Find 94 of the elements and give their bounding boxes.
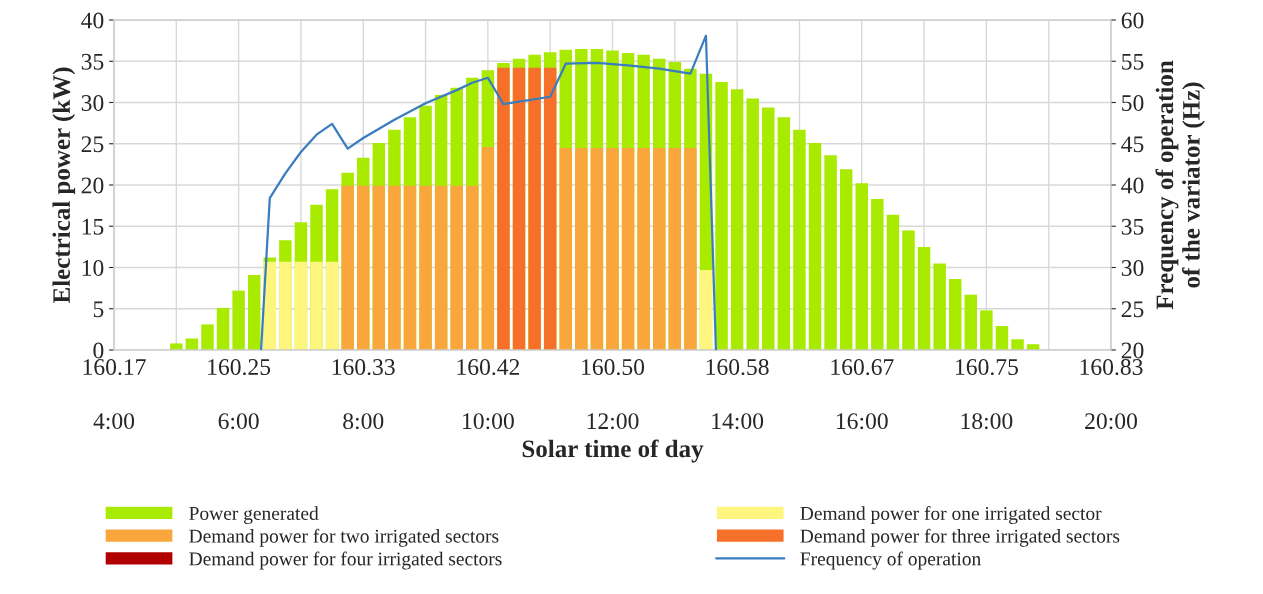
y2-tick-label: 30 [1121,259,1144,276]
bar [590,147,604,350]
y-tick-label: 30 [81,94,104,111]
y-axis-title: Electrical power (kW) [52,67,76,304]
y-tick-label: 20 [81,177,104,194]
bar [964,294,978,350]
x-tick-label: 20:00 [1085,413,1137,430]
bar [310,261,323,350]
bar [201,324,214,350]
x2-tick-label: 160.58 [706,359,769,376]
y2-axis-title: Frequency of operation of the variator (Hz) [1155,60,1205,310]
y2-tick-label: 25 [1121,301,1144,318]
bar [247,274,261,350]
bar [746,98,759,350]
bar [777,117,791,350]
bar [839,169,853,350]
x2-tick-label: 160.42 [457,359,520,376]
bar [419,185,432,350]
bar [1011,339,1024,350]
x2-tick-label: 160.83 [1080,359,1143,376]
x-tick-label: 18:00 [961,413,1013,430]
bar [434,185,448,350]
y2-tick-label: 55 [1122,53,1144,70]
bar [668,147,682,350]
y2-tick-label: 50 [1122,94,1144,111]
bar [279,261,292,350]
bar [325,261,339,350]
y-tick-label: 0 [93,342,104,359]
bar [902,230,915,350]
x-axis-title: Solar time of day [522,439,704,463]
legend-label: Power generated [189,506,319,524]
bar [808,142,822,350]
x-tick-label: 16:00 [836,413,888,430]
y-tick-label: 15 [82,218,104,235]
bar [793,129,806,350]
bar [621,147,635,350]
bar [730,89,744,350]
bar [637,147,650,350]
bar [653,147,666,350]
legend-label: Demand power for one irrigated sector [800,506,1102,524]
legend-label: Demand power for three irrigated sectors [800,528,1120,547]
bar [948,279,962,350]
y-tick-label: 5 [93,301,104,318]
y2-tick-label: 35 [1121,218,1144,235]
bar [294,261,308,350]
x2-tick-label: 160.33 [332,359,395,376]
x2-tick-label: 160.50 [582,359,645,376]
bar [466,185,479,350]
y-tick-label: 25 [81,136,104,153]
bar [216,307,230,350]
legend-label: Demand power for four irrigated sectors [189,551,502,570]
bar [450,185,463,350]
x2-tick-label: 160.25 [208,359,271,376]
y2-tick-label: 20 [1121,342,1144,359]
bar [855,183,868,350]
bar [575,147,588,350]
bar [372,185,386,350]
bar [980,310,993,350]
y-tick-label: 10 [82,259,104,276]
legend-label: Demand power for two irrigated sectors [189,528,499,547]
bar [170,343,183,350]
bar [232,290,245,350]
bar [933,263,946,350]
x-tick-label: 10:00 [463,413,514,430]
y-tick-label: 40 [81,12,104,29]
bar [886,214,900,350]
x-tick-label: 6:00 [218,413,259,430]
bar [995,326,1009,350]
x2-tick-label: 160.75 [956,359,1018,376]
x-tick-label: 12:00 [587,413,639,430]
y2-tick-label: 60 [1121,12,1144,29]
bar [824,155,837,350]
bar [606,147,619,350]
x2-tick-label: 160.17 [83,359,146,376]
x-tick-label: 14:00 [712,413,764,430]
bar [917,246,931,350]
y2-tick-label: 40 [1121,177,1144,194]
x2-tick-label: 160.67 [831,359,894,376]
legend-label: Frequency of operation [800,551,981,570]
bar [871,199,884,350]
bar [403,185,417,350]
line-series [259,34,718,350]
bar [684,147,697,350]
bar [481,147,495,350]
bar [185,338,199,350]
bar [699,269,713,350]
bar [762,107,775,350]
bar [559,147,572,350]
x-tick-label: 8:00 [343,413,384,430]
y-tick-label: 35 [81,53,104,70]
y2-tick-label: 45 [1121,136,1144,153]
bar [388,185,401,350]
x-tick-label: 4:00 [93,413,135,430]
bar [715,81,728,350]
